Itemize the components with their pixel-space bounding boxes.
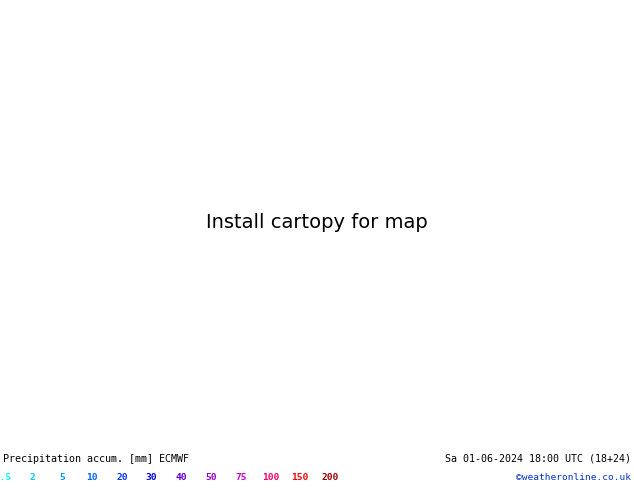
Text: ©weatheronline.co.uk: ©weatheronline.co.uk — [516, 473, 631, 482]
Text: 40: 40 — [176, 473, 187, 482]
Text: 0.5: 0.5 — [0, 473, 12, 482]
Text: Precipitation accum. [mm] ECMWF: Precipitation accum. [mm] ECMWF — [3, 454, 189, 464]
Text: 200: 200 — [321, 473, 339, 482]
Text: 100: 100 — [262, 473, 279, 482]
Text: 75: 75 — [235, 473, 247, 482]
Text: 150: 150 — [292, 473, 309, 482]
Text: Sa 01-06-2024 18:00 UTC (18+24): Sa 01-06-2024 18:00 UTC (18+24) — [445, 454, 631, 464]
Text: Install cartopy for map: Install cartopy for map — [206, 214, 428, 232]
Text: 10: 10 — [86, 473, 98, 482]
Text: 50: 50 — [205, 473, 217, 482]
Text: 5: 5 — [60, 473, 65, 482]
Text: 2: 2 — [30, 473, 36, 482]
Text: 20: 20 — [116, 473, 127, 482]
Text: 30: 30 — [146, 473, 157, 482]
